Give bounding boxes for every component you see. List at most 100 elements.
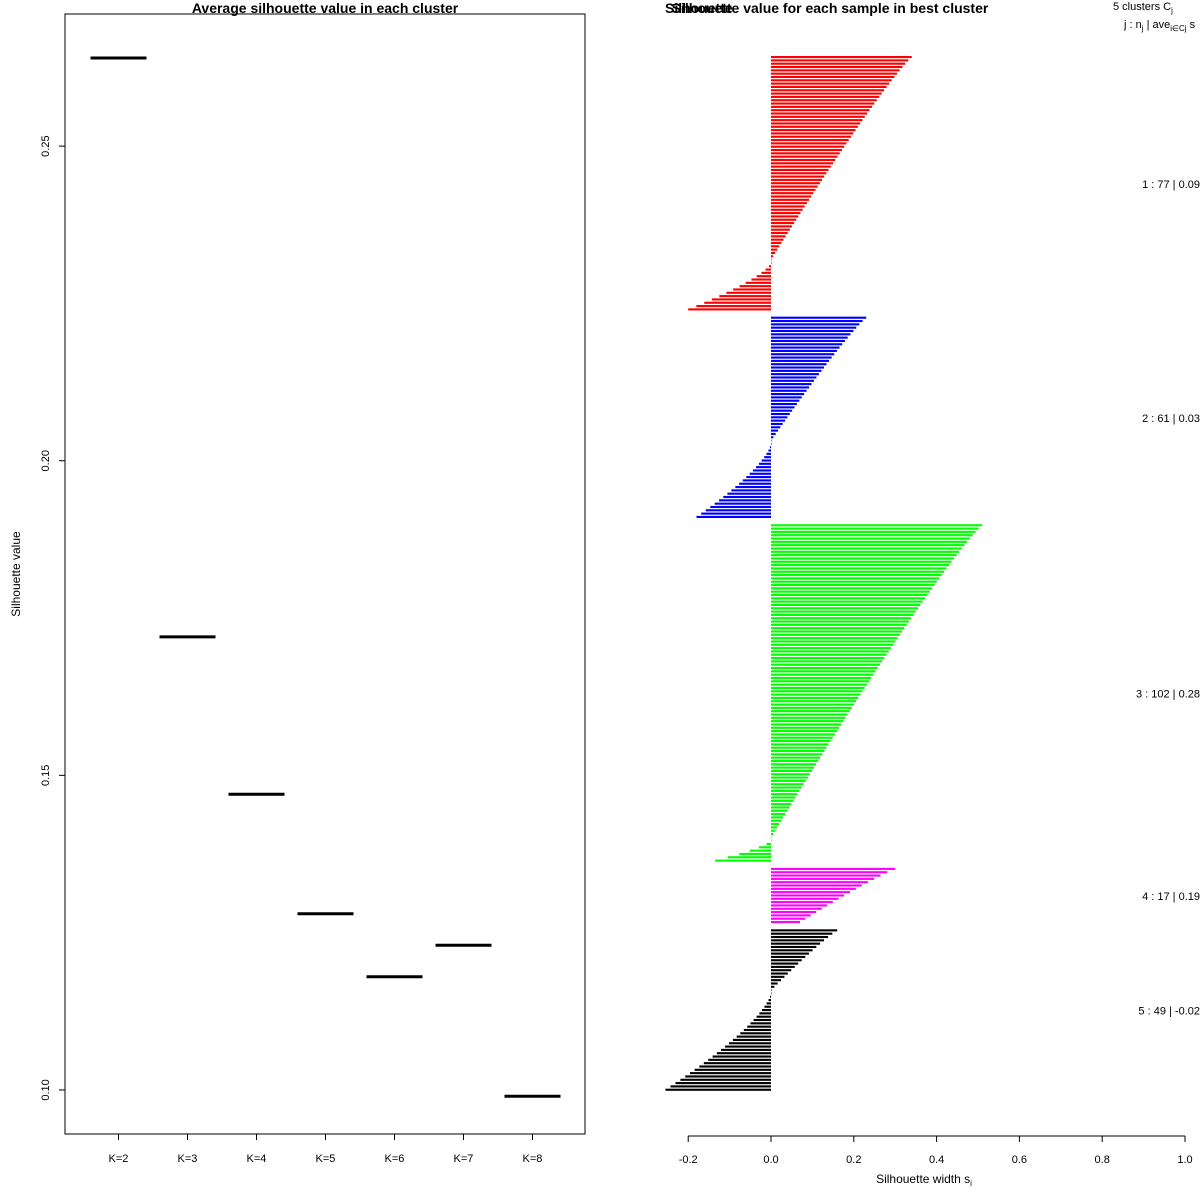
silhouette-bar xyxy=(753,1018,771,1022)
silhouette-bar xyxy=(696,515,771,518)
silhouette-bar xyxy=(771,125,858,128)
silhouette-bar xyxy=(771,949,813,952)
left-y-axis-label: Silhouette value xyxy=(9,531,23,617)
silhouette-bar xyxy=(771,813,786,816)
silhouette-bar xyxy=(771,720,844,723)
silhouette-bar xyxy=(771,917,806,920)
silhouette-bar xyxy=(771,816,784,819)
silhouette-bar xyxy=(764,1005,771,1008)
silhouette-bar xyxy=(771,406,795,409)
silhouette-bar xyxy=(771,670,876,673)
legend-header-main: 5 clusters C xyxy=(1113,1,1171,13)
silhouette-bar xyxy=(771,746,827,749)
silhouette-bar xyxy=(771,192,814,195)
right-x-axis-label-sub: i xyxy=(970,1179,972,1188)
silhouette-bar xyxy=(771,832,774,836)
silhouette-bar xyxy=(719,499,771,502)
silhouette-bar xyxy=(771,336,848,339)
cluster-3-label: 3 : 102 | 0.28 xyxy=(1136,689,1200,701)
silhouette-bar xyxy=(771,139,849,142)
silhouette-bar xyxy=(771,215,799,218)
silhouette-bar xyxy=(771,593,928,597)
silhouette-bar xyxy=(771,839,772,842)
silhouette-bar xyxy=(771,225,792,228)
silhouette-bar xyxy=(771,756,821,759)
silhouette-bar xyxy=(771,583,935,587)
silhouette-bar xyxy=(688,308,771,311)
silhouette-bar xyxy=(771,955,806,958)
silhouette-bar xyxy=(770,995,771,998)
silhouette-bar xyxy=(749,849,771,852)
silhouette-bar xyxy=(771,975,785,978)
legend-subheader-tail: s xyxy=(1187,19,1196,31)
silhouette-bar xyxy=(771,989,772,992)
silhouette-bar xyxy=(771,637,898,640)
right-x-tick-label: 0.0 xyxy=(763,1154,778,1166)
silhouette-bar xyxy=(771,979,782,982)
legend-header-sub: j xyxy=(1170,6,1173,15)
silhouette-bar xyxy=(771,205,805,208)
silhouette-bar xyxy=(771,877,875,880)
silhouette-bar xyxy=(771,432,776,435)
silhouette-bar xyxy=(771,600,923,603)
cluster-1-bars xyxy=(688,56,912,311)
silhouette-bar xyxy=(771,952,809,955)
silhouette-bar xyxy=(771,550,960,553)
silhouette-bar xyxy=(732,1038,771,1041)
silhouette-bar xyxy=(771,577,940,580)
silhouette-bar xyxy=(771,241,782,245)
silhouette-bar xyxy=(771,959,802,962)
silhouette-bar xyxy=(771,660,883,663)
silhouette-bar xyxy=(771,69,900,72)
silhouette-bar xyxy=(771,686,865,690)
silhouette-bar xyxy=(771,587,933,590)
silhouette-bar xyxy=(761,1008,771,1012)
silhouette-bar xyxy=(771,826,778,829)
silhouette-bar xyxy=(771,105,872,108)
silhouette-bar xyxy=(747,1025,771,1028)
silhouette-bar xyxy=(771,238,784,241)
silhouette-bar xyxy=(771,763,817,766)
silhouette-bar xyxy=(771,85,887,89)
silhouette-bar xyxy=(736,1035,771,1038)
silhouette-bar xyxy=(771,779,806,782)
silhouette-bar xyxy=(771,248,778,251)
silhouette-bar xyxy=(771,766,814,769)
left-x-tick-label: K=6 xyxy=(385,1153,405,1165)
silhouette-bar xyxy=(768,265,771,268)
silhouette-bar xyxy=(745,281,771,284)
silhouette-bar xyxy=(771,706,852,709)
silhouette-bar xyxy=(771,911,817,914)
silhouette-bar xyxy=(771,356,832,359)
silhouette-bar xyxy=(771,836,772,839)
silhouette-bar xyxy=(771,245,780,248)
silhouette-bar xyxy=(771,92,882,95)
silhouette-bar xyxy=(771,145,845,148)
silhouette-bar xyxy=(771,620,909,623)
silhouette-bar xyxy=(771,534,973,537)
silhouette-bar xyxy=(739,285,771,288)
silhouette-bar xyxy=(771,185,818,188)
silhouette-bar xyxy=(771,653,887,656)
silhouette-bar xyxy=(740,1032,771,1035)
silhouette-bar xyxy=(771,188,816,191)
silhouette-bar xyxy=(758,846,771,849)
silhouette-bar xyxy=(725,1045,771,1048)
silhouette-bar xyxy=(771,769,812,773)
silhouette-bar xyxy=(771,366,824,369)
silhouette-bar xyxy=(771,696,859,699)
silhouette-bar xyxy=(675,1082,771,1085)
silhouette-bar xyxy=(771,736,833,739)
silhouette-bar xyxy=(771,657,885,660)
silhouette-bar xyxy=(771,255,774,258)
silhouette-bar xyxy=(771,643,894,646)
silhouette-bar xyxy=(771,726,840,729)
silhouette-bar xyxy=(771,416,788,419)
silhouette-bar xyxy=(771,530,976,533)
silhouette-bar xyxy=(771,376,817,379)
silhouette-bar xyxy=(771,152,840,155)
silhouette-bar xyxy=(771,142,847,145)
silhouette-bar xyxy=(680,1078,771,1081)
silhouette-bar xyxy=(771,349,837,352)
silhouette-bar xyxy=(771,610,916,613)
